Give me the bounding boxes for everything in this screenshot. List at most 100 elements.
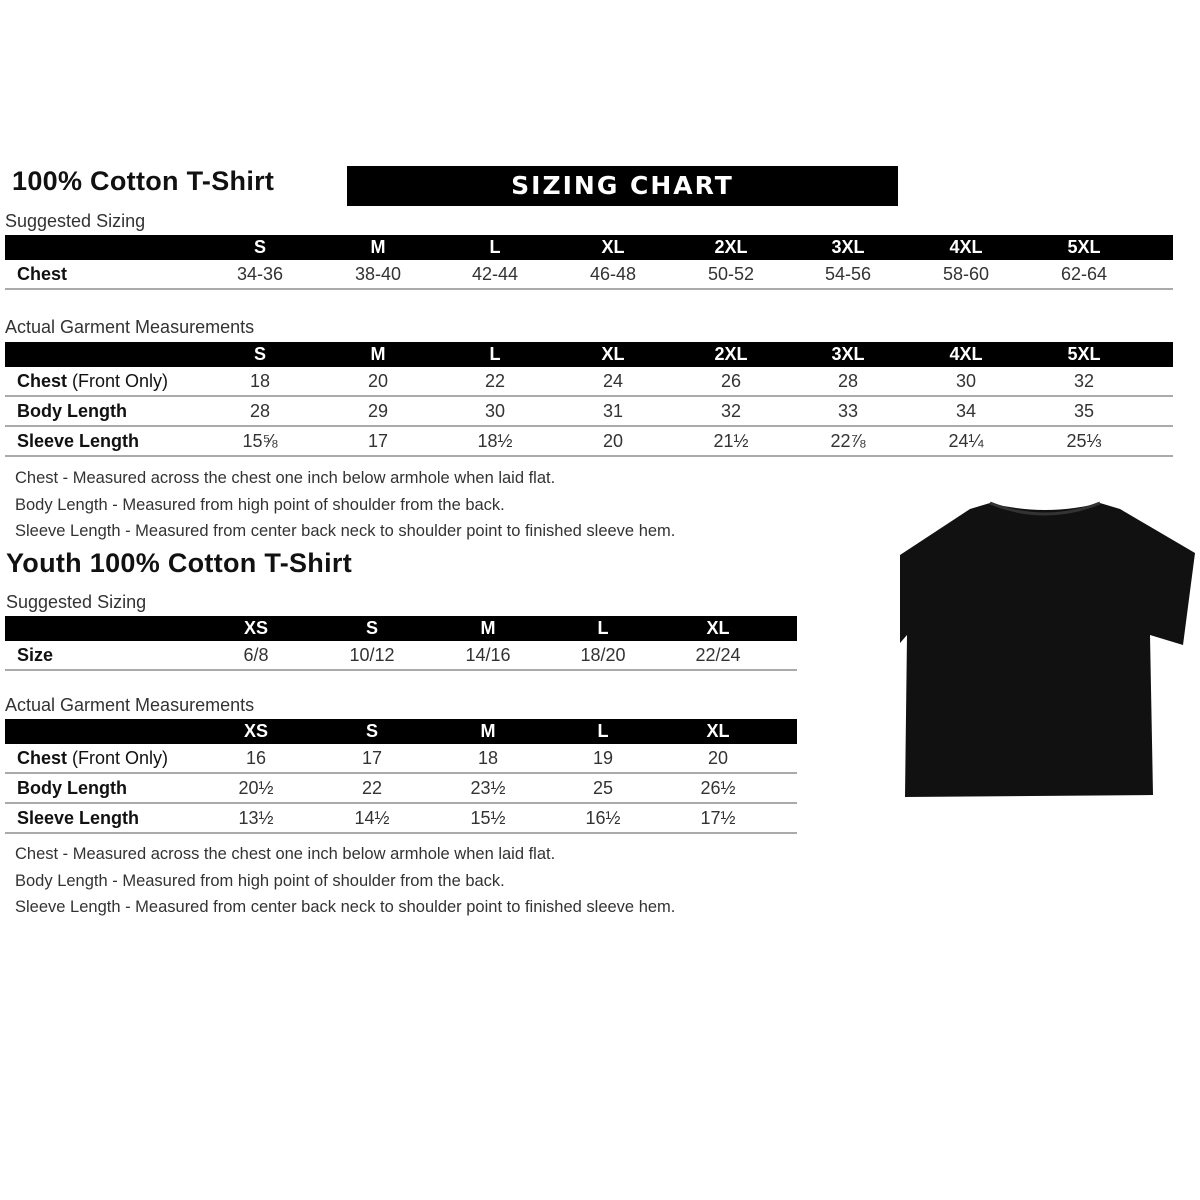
cell-value: 20½ — [238, 778, 274, 798]
adult-suggested-label: Suggested Sizing — [5, 211, 146, 231]
cell-value: 35 — [1073, 401, 1095, 421]
size-header-l: L — [489, 237, 501, 257]
cell-value: 18/20 — [580, 645, 626, 665]
cell-value: 21½ — [713, 431, 749, 451]
cell-value: 18½ — [477, 431, 513, 451]
adult-actual-label: Actual Garment Measurements — [5, 317, 255, 337]
youth-actual-label: Actual Garment Measurements — [5, 695, 255, 715]
cell-value: 18 — [477, 748, 499, 768]
row-label-main: Chest — [17, 748, 68, 768]
cell-value: 31 — [602, 401, 624, 421]
cell-value: 15⅝ — [242, 431, 278, 451]
cell-value: 50-52 — [707, 264, 755, 284]
cell-value: 33 — [837, 401, 859, 421]
size-header-s: S — [365, 721, 379, 741]
size-header-l: L — [489, 344, 501, 364]
cell-value: 20 — [602, 431, 624, 451]
row-label-main: Body Length — [17, 778, 127, 798]
size-header-4xl: 4XL — [949, 237, 983, 257]
size-header-xl: XL — [601, 344, 625, 364]
cell-value: 22 — [484, 371, 506, 391]
size-header-s: S — [365, 618, 379, 638]
size-header-3xl: 3XL — [831, 237, 865, 257]
size-header-xs: XS — [243, 618, 269, 638]
cell-value: 14/16 — [465, 645, 511, 665]
youth-title: Youth 100% Cotton T-Shirt — [6, 548, 352, 578]
cell-value: 32 — [1073, 371, 1095, 391]
cell-value: 18 — [249, 371, 271, 391]
cell-value: 16½ — [585, 808, 621, 828]
row-label-main: Body Length — [17, 401, 127, 421]
size-header-m: M — [480, 721, 496, 741]
youth-notes: Chest - Measured across the chest one in… — [15, 841, 675, 921]
cell-value: 26½ — [700, 778, 736, 798]
cell-value: 23½ — [470, 778, 506, 798]
cell-value: 28 — [249, 401, 271, 421]
row-divider — [5, 832, 797, 834]
table-row: Chest (Front Only) 18 20 22 24 26 28 30 32 — [5, 367, 1173, 395]
cell-value: 14½ — [354, 808, 390, 828]
row-divider — [5, 425, 1173, 427]
table-row: Chest (Front Only) 16 17 18 19 20 — [5, 744, 797, 772]
row-divider — [5, 802, 797, 804]
row-label: Body Length — [17, 774, 127, 802]
cell-value: 26 — [720, 371, 742, 391]
table-row: Chest 34-36 38-40 42-44 46-48 50-52 54-56 58-60… — [5, 260, 1173, 288]
size-header-s: S — [253, 344, 267, 364]
cell-value: 58-60 — [942, 264, 990, 284]
row-label: Size — [17, 641, 53, 669]
size-header-3xl: 3XL — [831, 344, 865, 364]
cell-value: 17 — [367, 431, 389, 451]
size-header-s: S — [253, 237, 267, 257]
table-row: Body Length 20½ 22 23½ 25 26½ — [5, 774, 797, 802]
cell-value: 54-56 — [824, 264, 872, 284]
size-header-5xl: 5XL — [1067, 344, 1101, 364]
adult-actual-table: S M L XL 2XL 3XL 4XL 5XL Chest (Front Only) 18 20 2… — [5, 342, 1173, 457]
cell-value: 16 — [245, 748, 267, 768]
cell-value: 24¼ — [948, 431, 984, 451]
cell-value: 19 — [592, 748, 614, 768]
note-chest: Chest - Measured across the chest one in… — [15, 469, 556, 487]
row-divider — [5, 288, 1173, 290]
cell-value: 30 — [955, 371, 977, 391]
adult-notes: Chest - Measured across the chest one in… — [15, 465, 675, 545]
size-header-row: XS S M L XL — [5, 616, 797, 641]
note-body-length: Body Length - Measured from high point o… — [15, 871, 505, 890]
cell-value: 28 — [837, 371, 859, 391]
cell-value: 20 — [367, 371, 389, 391]
row-label-main: Sleeve Length — [17, 431, 140, 451]
table-row: Body Length 28 29 30 31 32 33 34 35 — [5, 397, 1173, 425]
size-header-2xl: 2XL — [714, 237, 748, 257]
row-label-main: Chest — [17, 371, 68, 391]
row-label-main: Chest — [17, 264, 68, 284]
t-shirt-icon — [900, 501, 1195, 797]
size-header-l: L — [597, 618, 609, 638]
size-header-xs: XS — [243, 721, 269, 741]
cell-value: 13½ — [238, 808, 274, 828]
youth-suggested-table: XS S M L XL Size 6/8 10/12 14/16 18/20 22/24 — [5, 616, 797, 671]
row-label-suffix: (Front Only) — [67, 371, 169, 391]
row-divider — [5, 772, 797, 774]
cell-value: 32 — [720, 401, 742, 421]
size-header-2xl: 2XL — [714, 344, 748, 364]
cell-value: 38-40 — [354, 264, 402, 284]
cell-value: 25 — [592, 778, 614, 798]
cell-value: 20 — [707, 748, 729, 768]
cell-value: 29 — [367, 401, 389, 421]
cell-value: 62-64 — [1060, 264, 1108, 284]
table-row: Sleeve Length 13½ 14½ 15½ 16½ 17½ — [5, 804, 797, 832]
cell-value: 22⅞ — [830, 431, 866, 451]
row-divider — [5, 669, 797, 671]
row-label: Sleeve Length — [17, 427, 139, 455]
cell-value: 30 — [484, 401, 506, 421]
size-header-xl: XL — [706, 618, 730, 638]
size-header-row: S M L XL 2XL 3XL 4XL 5XL — [5, 342, 1173, 367]
row-label-suffix: (Front Only) — [67, 748, 169, 768]
cell-value: 25⅓ — [1066, 431, 1102, 451]
cell-value: 10/12 — [349, 645, 395, 665]
size-header-l: L — [597, 721, 609, 741]
size-header-row: XS S M L XL — [5, 719, 797, 744]
adult-suggested-table: S M L XL 2XL 3XL 4XL 5XL Chest 34-36 38-40 42-44 46-… — [5, 235, 1173, 290]
size-header-xl: XL — [706, 721, 730, 741]
cell-value: 24 — [602, 371, 624, 391]
